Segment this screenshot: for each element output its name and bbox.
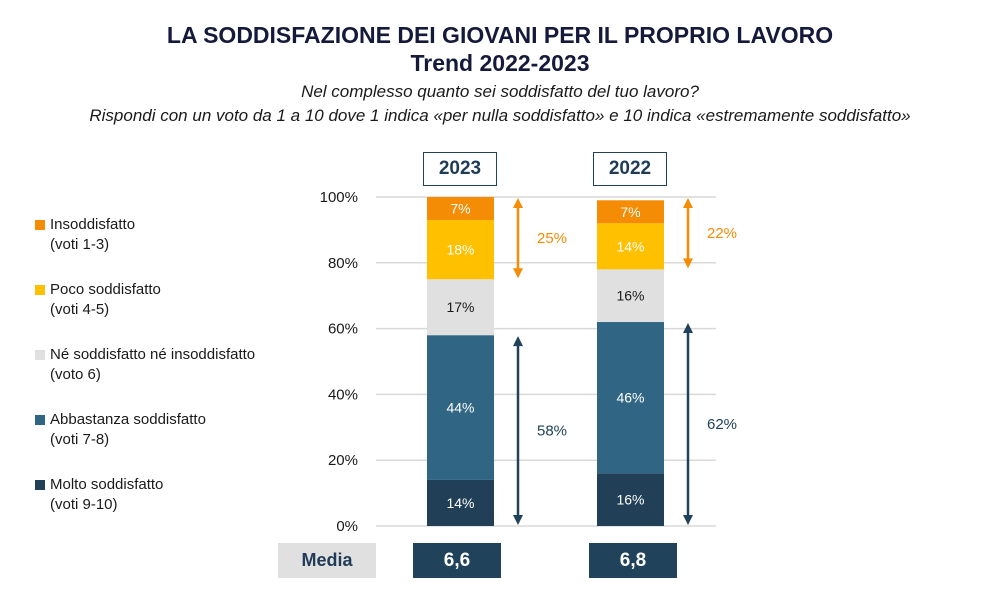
y-tick-label: 0% [336,518,358,535]
legend-sublabel: (voti 7-8) [50,431,110,448]
legend-sublabel: (voti 4-5) [50,301,110,318]
legend-label: Poco soddisfatto [50,281,161,298]
data-label: 17% [446,299,474,315]
legend-swatch [35,480,45,490]
range-label: 22% [707,225,737,242]
legend-swatch [35,220,45,230]
legend: Insoddisfatto (voti 1-3) Poco soddisfatto… [35,215,295,540]
legend-sublabel: (voti 1-3) [50,236,110,253]
legend-item-poco-soddisfatto: Poco soddisfatto (voti 4-5) [35,280,295,345]
survey-instruction: Rispondi con un voto da 1 a 10 dove 1 in… [89,106,911,125]
data-label: 14% [446,495,474,511]
arrow-head-down [683,515,693,525]
media-value-2023: 6,6 [413,543,501,578]
legend-sublabel: (voto 6) [50,366,101,383]
bar-segment [427,335,494,480]
y-tick-label: 100% [320,189,358,206]
bar-segment [597,200,664,224]
arrow-head-up [513,336,523,347]
legend-label: Abbastanza soddisfatto [50,411,206,428]
y-tick-label: 60% [328,321,358,338]
legend-swatch [35,285,45,295]
arrow-head-down [683,258,693,269]
data-label: 7% [450,201,470,217]
data-label: 14% [616,238,644,254]
legend-item-abbastanza-soddisfatto: Abbastanza soddisfatto (voti 7-8) [35,410,295,475]
data-label: 46% [616,390,644,406]
arrow-head-down [513,268,523,279]
legend-label: Insoddisfatto [50,216,136,233]
bar-segment [597,223,664,270]
legend-item-insoddisfatto: Insoddisfatto (voti 1-3) [35,215,295,280]
data-label: 16% [616,492,644,508]
legend-swatch [35,415,45,425]
media-label: Media [278,543,376,578]
data-label: 7% [620,204,640,220]
media-value-2022: 6,8 [589,543,677,578]
data-label: 18% [446,242,474,258]
chart-title: LA SODDISFAZIONE DEI GIOVANI PER IL PROP… [166,22,834,48]
arrow-head-up [513,198,523,208]
data-label: 44% [446,400,474,416]
arrow-head-up [683,198,693,208]
range-label: 62% [707,416,737,433]
bar-segment [597,473,664,526]
bar-segment [597,269,664,323]
y-tick-label: 20% [328,452,358,469]
bar-segment [427,279,494,336]
survey-question: Nel complesso quanto sei soddisfatto del… [301,82,699,101]
y-tick-label: 40% [328,386,358,403]
legend-label: Né soddisfatto né insoddisfatto [50,346,256,363]
bar-segment [427,220,494,280]
legend-item-neutro: Né soddisfatto né insoddisfatto (voto 6) [35,345,295,410]
legend-swatch [35,350,45,360]
arrow-head-up [683,323,693,334]
legend-item-molto-soddisfatto: Molto soddisfatto (voti 9-10) [35,475,295,540]
y-tick-label: 80% [328,255,358,272]
bar-segment [427,197,494,221]
legend-sublabel: (voti 9-10) [50,496,118,513]
bar-segment [427,479,494,526]
category-label-2022: 2022 [593,152,667,186]
range-label: 58% [537,423,567,440]
chart-subtitle: Trend 2022-2023 [410,50,590,76]
category-label-2023: 2023 [423,152,497,186]
legend-label: Molto soddisfatto [50,476,164,493]
data-label: 16% [616,288,644,304]
arrow-head-down [513,515,523,525]
bar-segment [597,322,664,474]
range-label: 25% [537,230,567,247]
